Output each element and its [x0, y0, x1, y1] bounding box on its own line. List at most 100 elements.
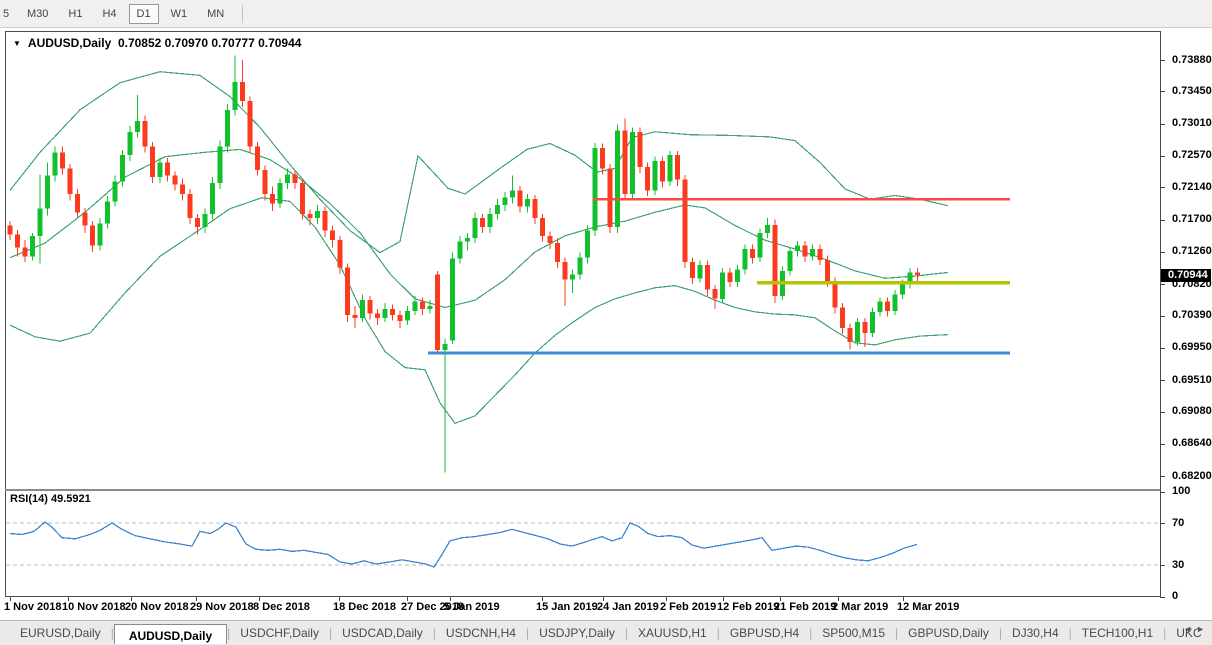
- date-axis-tick: [10, 597, 11, 601]
- timeframe-button-group: 5 M30 H1 H4 D1 W1 MN: [0, 3, 244, 24]
- date-axis-tick: [723, 597, 724, 601]
- pane-splitter[interactable]: [5, 489, 1160, 491]
- tab-separator: |: [432, 626, 436, 640]
- tab-separator: |: [716, 626, 720, 640]
- price-axis-label: 0.73450: [1172, 85, 1212, 97]
- price-axis-label: 0.70390: [1172, 309, 1212, 321]
- rsi-axis-label: 100: [1172, 485, 1191, 497]
- date-axis-tick: [339, 597, 340, 601]
- tab-usdjpy-daily[interactable]: USDJPY,Daily: [539, 626, 615, 640]
- candles-series: [7, 55, 920, 473]
- date-axis-tick: [666, 597, 667, 601]
- date-axis-label: 29 Nov 2018: [190, 601, 254, 613]
- chart-title-text: AUDUSD,Daily 0.70852 0.70970 0.70777 0.7…: [27, 36, 302, 50]
- tab-separator: |: [110, 626, 114, 640]
- timeframe-button-m30[interactable]: M30: [27, 7, 49, 20]
- tab-audusd-daily[interactable]: AUDUSD,Daily: [113, 623, 228, 644]
- timeframe-button-5[interactable]: 5: [3, 7, 10, 20]
- date-axis-tick: [838, 597, 839, 601]
- date-axis-label: 18 Dec 2018: [333, 601, 396, 613]
- timeframe-button-h1[interactable]: H1: [68, 7, 83, 20]
- rsi-axis-tick: [1160, 597, 1165, 598]
- rsi-indicator-label: RSI(14) 49.5921: [10, 493, 91, 505]
- date-axis-label: 21 Feb 2019: [774, 601, 837, 613]
- date-axis-tick: [407, 597, 408, 601]
- date-axis-label: 20 Nov 2018: [125, 601, 189, 613]
- timeframe-toolbar: 5 M30 H1 H4 D1 W1 MN: [0, 0, 1212, 28]
- rsi-line: [9, 521, 918, 568]
- tab-separator: |: [1068, 626, 1072, 640]
- price-axis-label: 0.73880: [1172, 54, 1212, 66]
- date-axis-label: 2 Feb 2019: [660, 601, 717, 613]
- tab-separator: |: [525, 626, 530, 640]
- price-axis-label: 0.73010: [1172, 117, 1212, 129]
- timeframe-button-mn[interactable]: MN: [207, 7, 225, 20]
- chart-tab-bar: EURUSD,Daily | AUDUSD,Daily | USDCHF,Daily | U…: [0, 620, 1212, 645]
- price-axis-label: 0.69510: [1172, 374, 1212, 386]
- tab-scroll-right-icon[interactable]: ►: [1196, 624, 1209, 634]
- date-axis-label: 8 Dec 2018: [253, 601, 310, 613]
- tab-eurusd-daily[interactable]: EURUSD,Daily: [20, 626, 101, 640]
- main-chart-canvas[interactable]: [6, 31, 1160, 489]
- support-line[interactable]: [428, 351, 1010, 355]
- chart-title: ▼ AUDUSD,Daily 0.70852 0.70970 0.70777 0.…: [13, 36, 301, 50]
- current-price-tag: 0.70944: [1161, 269, 1211, 282]
- price-axis-label: 0.69080: [1172, 405, 1212, 417]
- rsi-chart-canvas[interactable]: [6, 490, 1160, 596]
- timeframe-button-w1[interactable]: W1: [170, 7, 188, 20]
- date-axis-tick: [603, 597, 604, 601]
- tab-usdchf-daily[interactable]: USDCHF,Daily: [240, 626, 319, 640]
- tab-separator: |: [227, 626, 231, 640]
- chart-dropdown-icon[interactable]: ▼: [13, 39, 21, 48]
- tab-tech100-h1[interactable]: TECH100,H1: [1081, 626, 1154, 640]
- tab-separator: |: [328, 626, 333, 640]
- tab-gbpusd-daily[interactable]: GBPUSD,Daily: [908, 626, 989, 640]
- date-axis-label: 24 Jan 2019: [597, 601, 659, 613]
- date-axis-label: 27 Dec 2018: [401, 601, 464, 613]
- date-axis-label: 2 Mar 2019: [832, 601, 889, 613]
- timeframe-button-d1[interactable]: D1: [128, 3, 159, 24]
- price-axis-label: 0.68200: [1172, 470, 1212, 482]
- tab-separator: |: [895, 626, 899, 640]
- price-axis-label: 0.72140: [1172, 181, 1212, 193]
- tab-dj30-h4[interactable]: DJ30,H4: [1011, 626, 1059, 640]
- timeframe-button-h4[interactable]: H4: [102, 7, 117, 20]
- price-axis-label: 0.69950: [1172, 341, 1212, 353]
- toolbar-divider: [242, 4, 244, 23]
- date-axis-tick: [196, 597, 197, 601]
- date-axis-tick: [259, 597, 260, 601]
- resistance-line[interactable]: [593, 197, 1010, 201]
- tab-usdcnh-h4[interactable]: USDCNH,H4: [445, 626, 516, 640]
- tab-scroll-left-icon[interactable]: ◄: [1183, 624, 1197, 634]
- date-axis-label: 12 Feb 2019: [717, 601, 780, 613]
- chart-border-top: [5, 31, 1160, 32]
- date-axis-label: 10 Nov 2018: [62, 601, 126, 613]
- date-axis-tick: [68, 597, 69, 601]
- date-axis-label: 12 Mar 2019: [897, 601, 960, 613]
- rsi-axis-label: 0: [1172, 590, 1179, 602]
- rsi-axis-label: 30: [1172, 559, 1185, 571]
- tab-scroll-arrows: ◄►: [1183, 624, 1209, 634]
- rsi-axis-label: 70: [1172, 517, 1185, 529]
- pivot-line[interactable]: [757, 280, 1010, 285]
- price-axis-label: 0.71260: [1172, 245, 1212, 257]
- date-axis-label: 5 Jan 2019: [444, 601, 500, 613]
- tab-usdcad-daily[interactable]: USDCAD,Daily: [342, 626, 423, 640]
- tab-xauusd-h1[interactable]: XAUUSD,H1: [638, 626, 707, 640]
- chart-border-left: [5, 31, 6, 597]
- price-axis-border: [1160, 31, 1161, 597]
- price-axis-label: 0.71700: [1172, 213, 1212, 225]
- date-axis-tick: [903, 597, 904, 601]
- tab-ukc[interactable]: UKC: [1176, 626, 1202, 640]
- tab-sp500-m15[interactable]: SP500,M15: [822, 626, 886, 640]
- tab-separator: |: [809, 626, 813, 640]
- tab-separator: |: [624, 626, 628, 640]
- date-axis-label: 15 Jan 2019: [536, 601, 598, 613]
- date-axis-tick: [542, 597, 543, 601]
- tab-separator: |: [998, 626, 1002, 640]
- date-axis-tick: [131, 597, 132, 601]
- bollinger-lower-band: [9, 197, 949, 425]
- tab-gbpusd-h4[interactable]: GBPUSD,H4: [729, 626, 800, 640]
- price-axis-label: 0.72570: [1172, 149, 1212, 161]
